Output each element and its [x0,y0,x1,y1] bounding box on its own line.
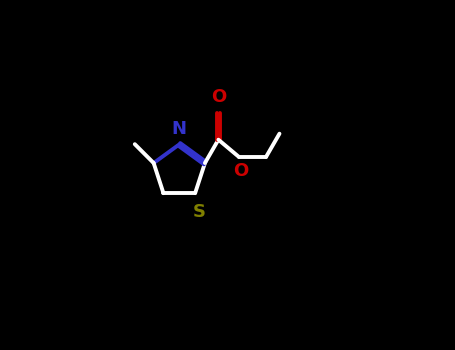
Text: O: O [233,162,249,180]
Text: O: O [211,88,226,106]
Text: N: N [172,120,187,138]
Text: S: S [192,203,206,220]
